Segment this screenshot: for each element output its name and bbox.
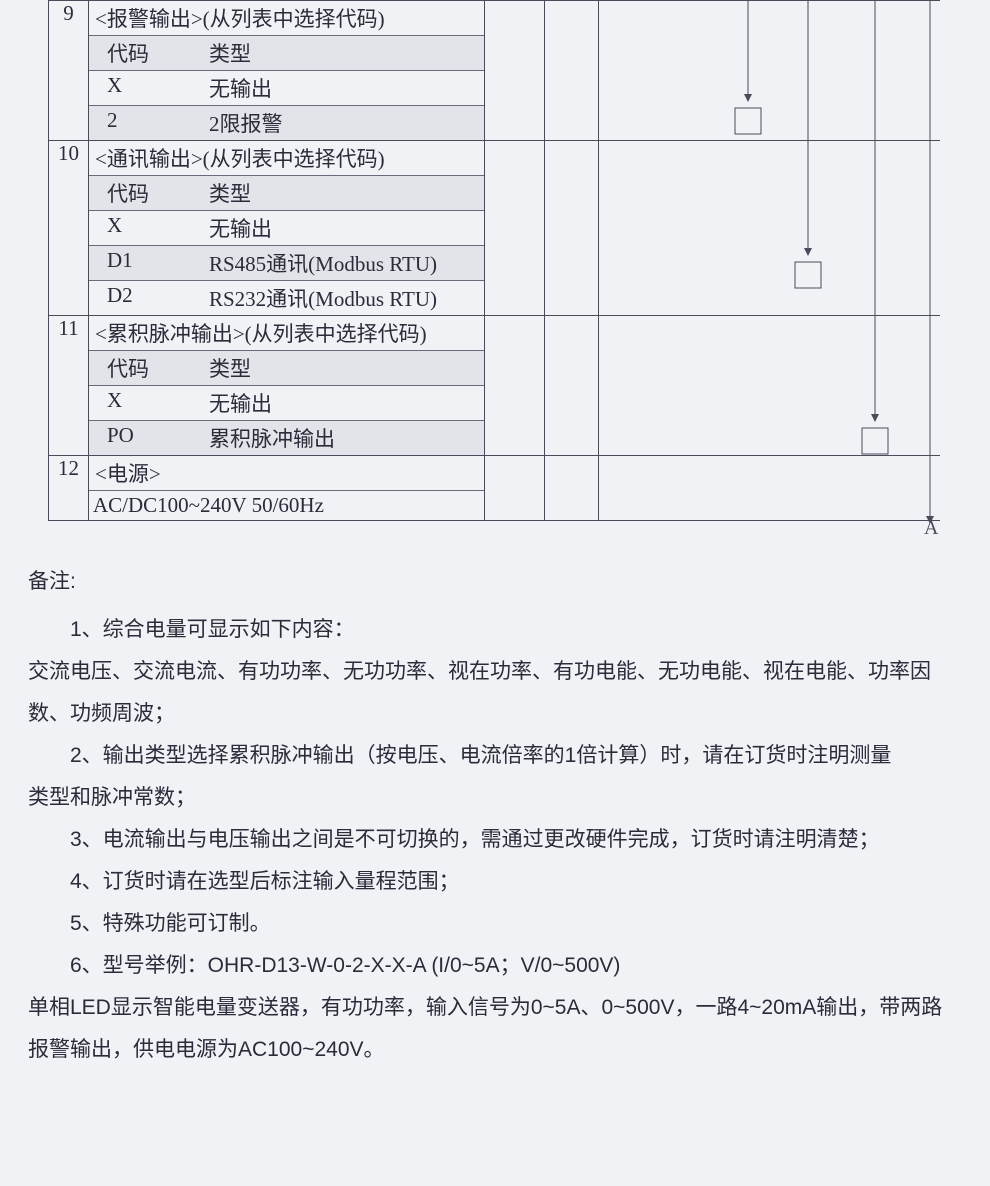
spacer-cell [545, 141, 599, 316]
spacer-cell [545, 1, 599, 141]
option-code: X [89, 386, 209, 421]
notes-line: 类型和脉冲常数； [28, 777, 962, 819]
row-body: <电源> AC/DC100~240V 50/60Hz [89, 456, 485, 521]
notes-section: 备注: 1、综合电量可显示如下内容：交流电压、交流电流、有功功率、无功功率、视在… [28, 561, 962, 1071]
notes-line: 2、输出类型选择累积脉冲输出（按电压、电流倍率的1倍计算）时，请在订货时注明测量 [28, 735, 962, 777]
spacer-cell [485, 1, 545, 141]
option-type: RS232通讯(Modbus RTU) [209, 281, 484, 316]
row-number: 11 [49, 316, 89, 456]
diagram-cell [599, 141, 941, 316]
row-header: <报警输出>(从列表中选择代码) [89, 1, 484, 35]
spacer-cell [545, 456, 599, 521]
notes-line: 1、综合电量可显示如下内容： [28, 609, 962, 651]
diagram-cell [599, 1, 941, 141]
option-type: RS485通讯(Modbus RTU) [209, 246, 484, 281]
table-row: 10 <通讯输出>(从列表中选择代码) 代码 类型 X 无输出 D1 RS485… [49, 141, 941, 316]
option-table: 代码 类型 X 无输出 PO 累积脉冲输出 [89, 350, 484, 455]
table-row: 12 <电源> AC/DC100~240V 50/60Hz [49, 456, 941, 521]
option-code: 2 [89, 106, 209, 141]
row-number: 12 [49, 456, 89, 521]
notes-line: 5、特殊功能可订制。 [28, 903, 962, 945]
row-number: 9 [49, 1, 89, 141]
spacer-cell [485, 316, 545, 456]
row-header: <累积脉冲输出>(从列表中选择代码) [89, 316, 484, 350]
option-col-header: 代码 [89, 176, 209, 211]
row-body: <累积脉冲输出>(从列表中选择代码) 代码 类型 X 无输出 PO 累积脉冲输出 [89, 316, 485, 456]
diagram-cell [599, 316, 941, 456]
spacer-cell [485, 456, 545, 521]
row-header: <电源> [89, 456, 484, 490]
row-header: <通讯输出>(从列表中选择代码) [89, 141, 484, 175]
option-table: 代码 类型 X 无输出 D1 RS485通讯(Modbus RTU) D2 RS… [89, 175, 484, 315]
option-col-header: 类型 [209, 36, 484, 71]
row-body: <报警输出>(从列表中选择代码) 代码 类型 X 无输出 2 2限报警 [89, 1, 485, 141]
option-code: X [89, 211, 209, 246]
option-type: 无输出 [209, 71, 484, 106]
spacer-cell [545, 316, 599, 456]
selection-table: 9 <报警输出>(从列表中选择代码) 代码 类型 X 无输出 2 2限报警 10 [48, 0, 940, 521]
option-type: 无输出 [209, 386, 484, 421]
option-type: 无输出 [209, 211, 484, 246]
option-code: X [89, 71, 209, 106]
notes-line: 交流电压、交流电流、有功功率、无功功率、视在功率、有功电能、无功电能、视在电能、… [28, 651, 962, 735]
notes-line: 单相LED显示智能电量变送器，有功功率，输入信号为0~5A、0~500V，一路4… [28, 987, 962, 1071]
table-row: 9 <报警输出>(从列表中选择代码) 代码 类型 X 无输出 2 2限报警 [49, 1, 941, 141]
notes-line: 6、型号举例：OHR-D13-W-0-2-X-X-A (I/0~5A；V/0~5… [28, 945, 962, 987]
row-number: 10 [49, 141, 89, 316]
option-type: 2限报警 [209, 106, 484, 141]
option-col-header: 代码 [89, 351, 209, 386]
row-body: <通讯输出>(从列表中选择代码) 代码 类型 X 无输出 D1 RS485通讯(… [89, 141, 485, 316]
option-code: D1 [89, 246, 209, 281]
notes-line: 3、电流输出与电压输出之间是不可切换的，需通过更改硬件完成，订货时请注明清楚； [28, 819, 962, 861]
power-spec: AC/DC100~240V 50/60Hz [89, 490, 484, 520]
option-table: 代码 类型 X 无输出 2 2限报警 [89, 35, 484, 140]
table-row: 11 <累积脉冲输出>(从列表中选择代码) 代码 类型 X 无输出 PO 累积脉… [49, 316, 941, 456]
option-type: 累积脉冲输出 [209, 421, 484, 456]
option-col-header: 类型 [209, 176, 484, 211]
spacer-cell [485, 141, 545, 316]
notes-title: 备注: [28, 561, 962, 603]
option-col-header: 代码 [89, 36, 209, 71]
notes-line: 4、订货时请在选型后标注输入量程范围； [28, 861, 962, 903]
option-col-header: 类型 [209, 351, 484, 386]
diagram-cell [599, 456, 941, 521]
option-code: PO [89, 421, 209, 456]
option-code: D2 [89, 281, 209, 316]
